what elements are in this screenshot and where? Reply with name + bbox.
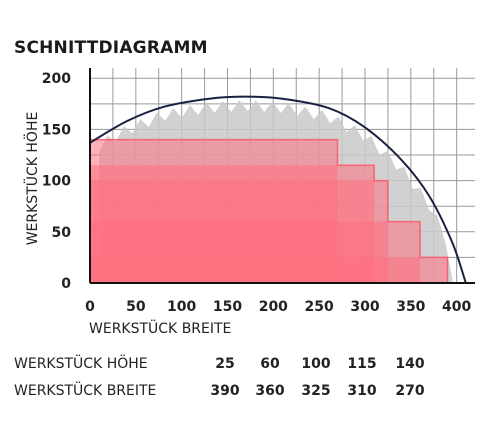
x-tick-label: 300: [350, 299, 379, 315]
table-cell: 100: [301, 356, 330, 372]
table-cell: 325: [301, 383, 330, 399]
dimension-table: WERKSTÜCK HÖHE 25 60 100 115 140 WERKSTÜCK BRE…: [14, 354, 425, 399]
y-tick-label: 150: [42, 122, 71, 138]
x-tick-label: 0: [85, 299, 95, 315]
axes: 0 50 100 150 200 250 300 350 400 0 50 100 150 200 WERK…: [23, 68, 475, 337]
y-tick-label: 50: [52, 225, 72, 241]
cut-area-outline: [90, 138, 449, 283]
x-axis-title: WERKSTÜCK BREITE: [89, 319, 231, 337]
x-tick-label: 100: [167, 299, 196, 315]
table-cell: 115: [347, 356, 376, 372]
table-cell: 360: [255, 383, 284, 399]
x-tick-label: 150: [213, 299, 242, 315]
y-tick-label: 200: [42, 71, 71, 87]
x-tick-label: 200: [259, 299, 288, 315]
x-tick-label: 50: [126, 299, 146, 315]
table-row-label: WERKSTÜCK BREITE: [14, 381, 156, 399]
cut-area: [90, 138, 449, 283]
table-cell: 140: [395, 356, 424, 372]
y-tick-label: 0: [61, 276, 71, 292]
table-row-label: WERKSTÜCK HÖHE: [14, 354, 148, 372]
x-tick-label: 250: [305, 299, 334, 315]
y-tick-label: 100: [42, 174, 71, 190]
x-tick-label: 350: [396, 299, 425, 315]
chart-title: SCHNITTDIAGRAMM: [14, 38, 208, 58]
table-cell: 270: [395, 383, 424, 399]
blade-curve-line: [89, 95, 467, 284]
table-cell: 310: [347, 383, 376, 399]
table-cell: 390: [210, 383, 239, 399]
y-axis-title: WERKSTÜCK HÖHE: [23, 112, 41, 246]
blade-curve: [89, 95, 467, 284]
cut-area-step: [90, 257, 448, 283]
x-tick-label: 400: [442, 299, 471, 315]
table-cell: 60: [260, 356, 280, 372]
table-cell: 25: [215, 356, 234, 372]
